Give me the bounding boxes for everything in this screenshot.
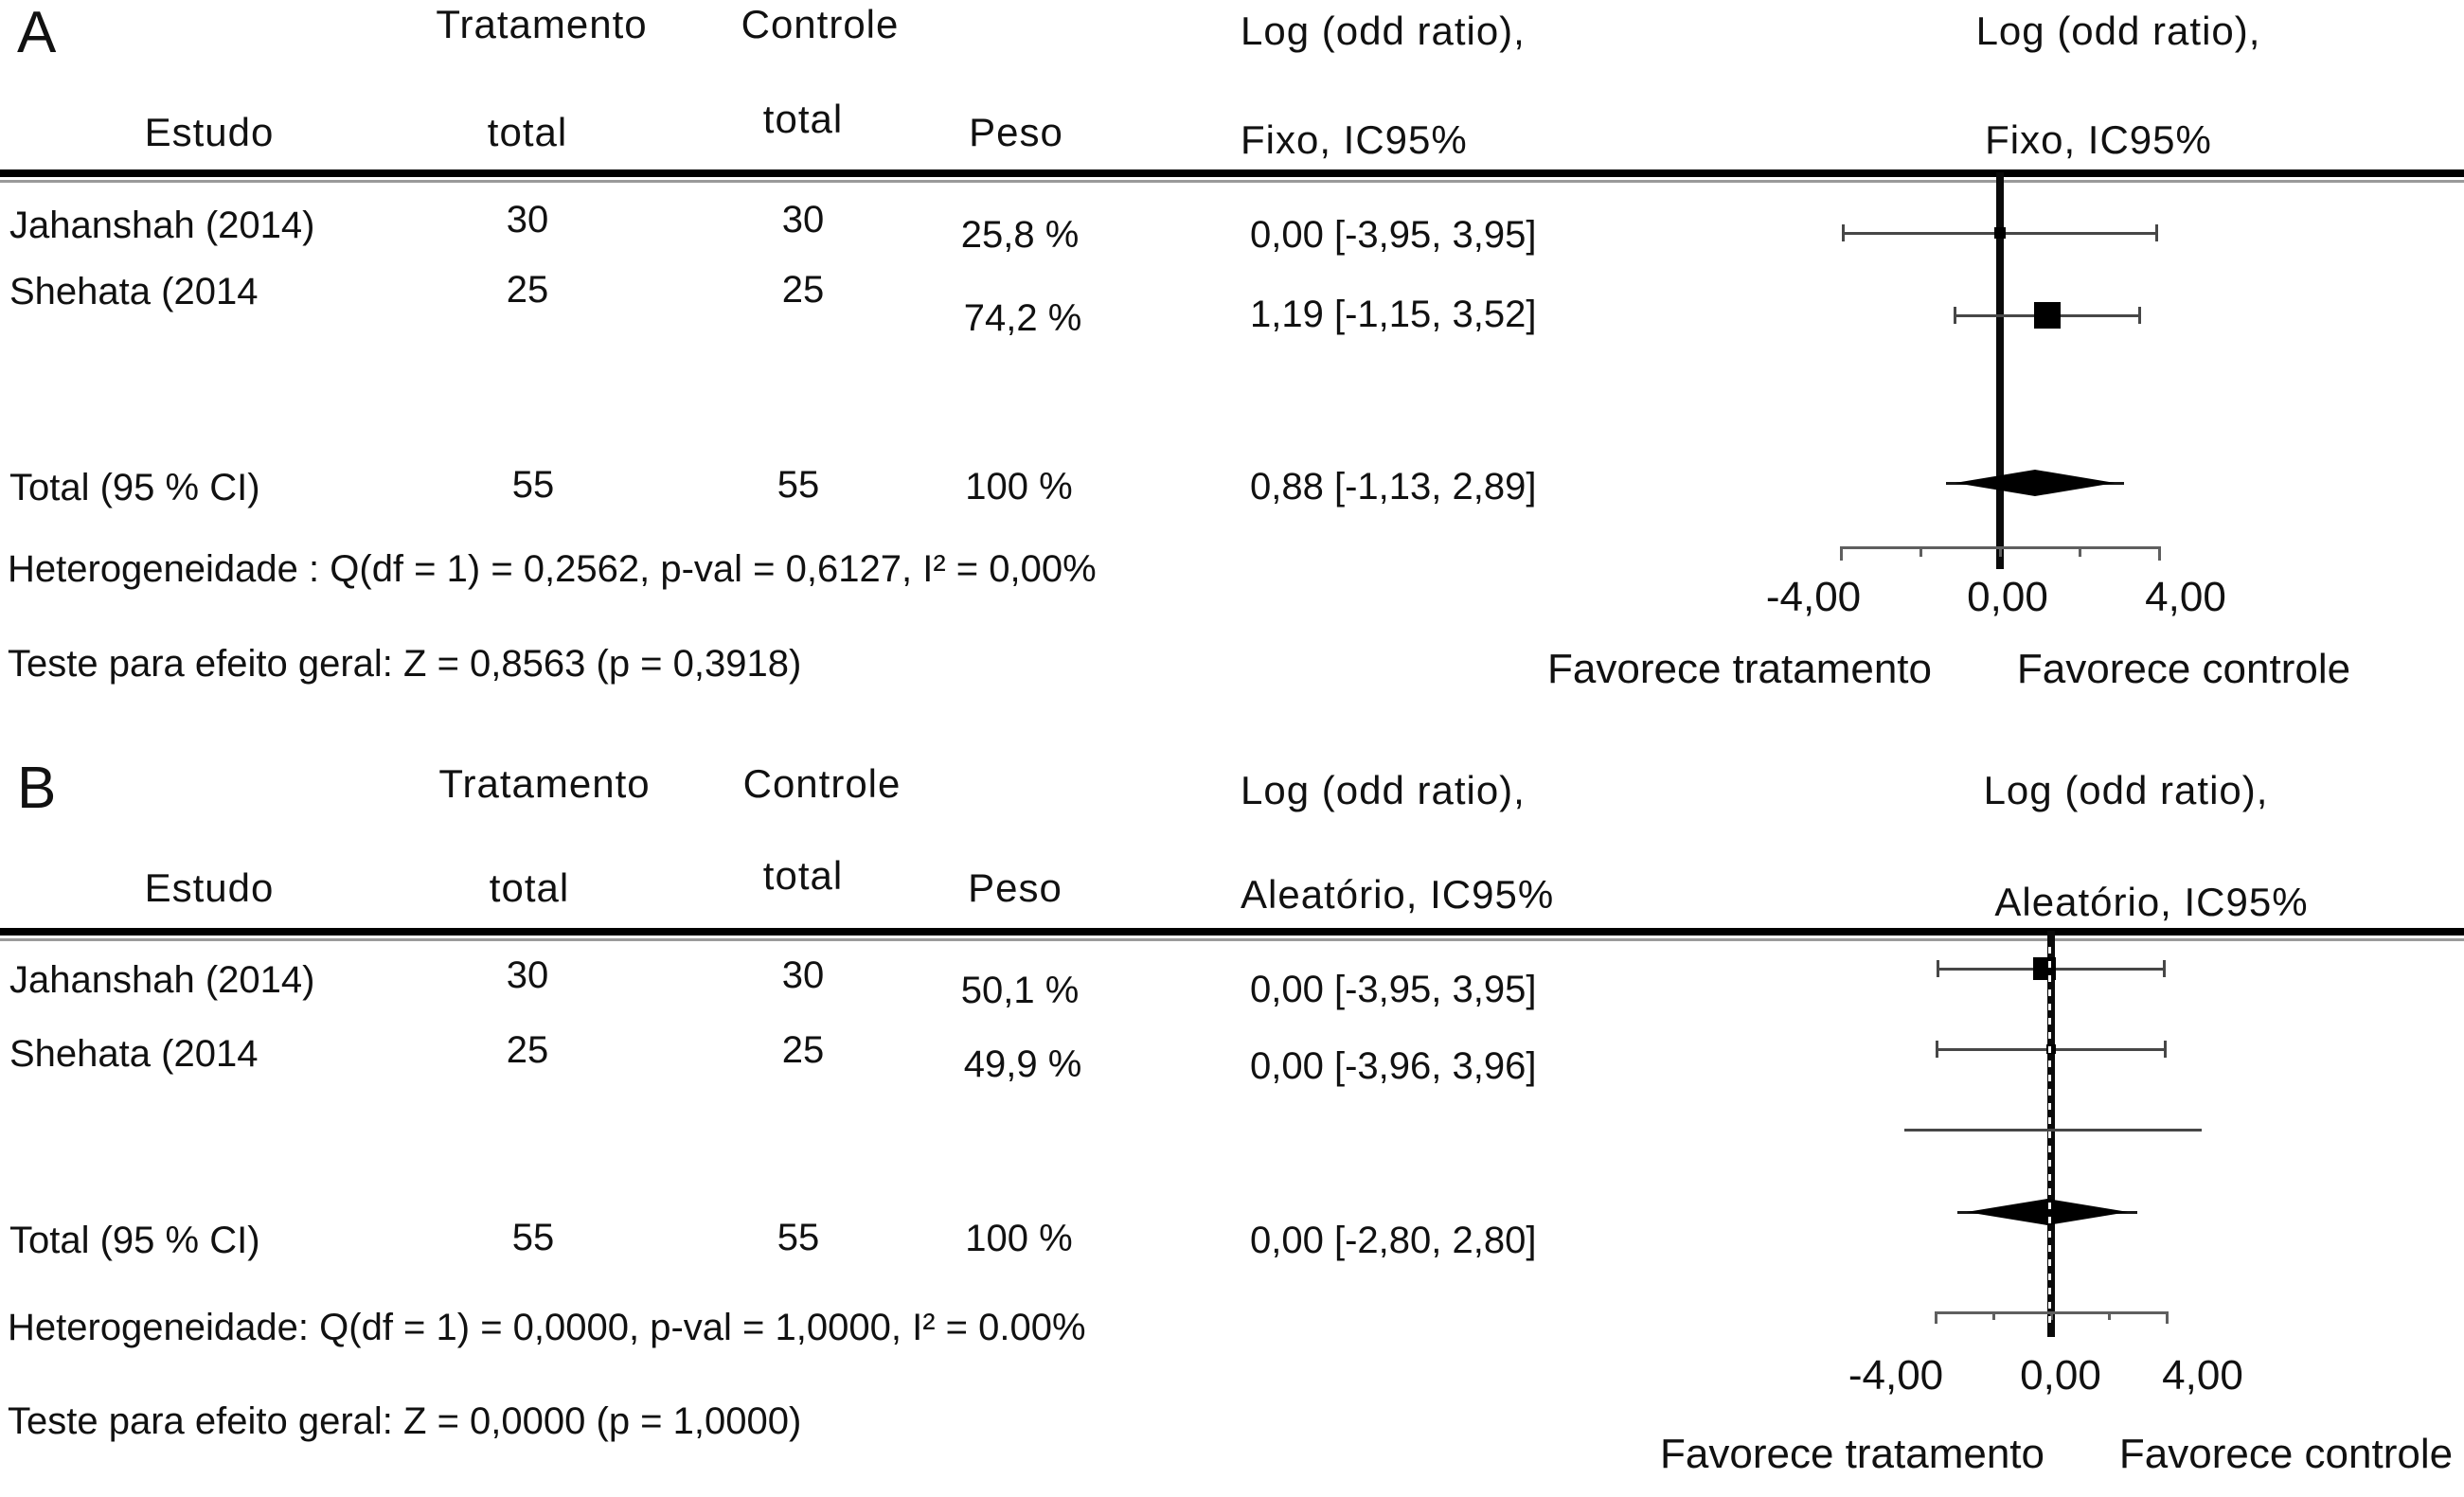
effect-square: [2046, 1044, 2056, 1054]
header-effect-line2-a: Fixo, IC95%: [1241, 117, 1468, 162]
ci-cap: [1936, 960, 1939, 977]
heterogeneity-text-b: Heterogeneidade: Q(df = 1) = 0,0000, p-v…: [8, 1307, 1086, 1348]
effect-value: 0,00 [-3,95, 3,95]: [1250, 214, 1537, 256]
header-control-group-b: Controle: [742, 761, 902, 806]
axis-tick: [2050, 1311, 2053, 1320]
effect-square: [1994, 227, 2006, 239]
ci-cap: [2154, 224, 2158, 241]
ci-cap: [1936, 1041, 1939, 1058]
total-row-label: Total (95 % CI): [9, 467, 260, 508]
control-total: 25: [781, 1029, 825, 1071]
header-rule-a: [0, 169, 2464, 177]
favor-right-label: Favorece controle: [2016, 646, 2351, 692]
weight-value: 25,8 %: [960, 214, 1080, 256]
effect-value: 0,00 [-3,96, 3,96]: [1250, 1045, 1537, 1087]
plot-header-line1-a: Log (odd ratio),: [1975, 9, 2261, 53]
control-total: 25: [781, 269, 825, 311]
axis-tick: [1840, 546, 1843, 561]
panel-a-label: A: [17, 0, 57, 65]
treat-total: 25: [506, 1029, 549, 1071]
study-name: Jahanshah (2014): [9, 205, 315, 246]
pooled-diamond: [1966, 1199, 2129, 1225]
study-name: Shehata (2014: [9, 271, 259, 312]
header-control-total-a: total: [762, 97, 844, 141]
treat-total: 25: [506, 269, 549, 311]
control-total: 30: [781, 199, 825, 241]
axis-tick-label: 0,00: [2020, 1352, 2101, 1399]
header-rule-shadow-b: [0, 938, 2464, 941]
effect-square: [2033, 957, 2056, 980]
pooled-dashed-line: [2048, 947, 2051, 1330]
header-treatment-total-b: total: [489, 865, 570, 910]
total-treat: 55: [511, 1217, 555, 1258]
header-study-a: Estudo: [144, 110, 275, 154]
total-weight: 100 %: [965, 1218, 1073, 1259]
favor-left-label: Favorece tratamento: [1547, 646, 1932, 692]
header-effect-line1-b: Log (odd ratio),: [1241, 768, 1526, 812]
pooled-diamond: [1955, 470, 2116, 496]
total-weight: 100 %: [965, 466, 1073, 508]
total-control: 55: [777, 1217, 820, 1258]
header-effect-line2-b: Aleatório, IC95%: [1241, 872, 1555, 917]
total-effect: 0,88 [-1,13, 2,89]: [1250, 466, 1537, 508]
header-weight-a: Peso: [969, 110, 1063, 154]
weight-value: 49,9 %: [963, 1043, 1082, 1085]
header-weight-b: Peso: [968, 865, 1062, 910]
axis-tick-label: -4,00: [1765, 574, 1862, 620]
axis-tick-label: 4,00: [2145, 574, 2226, 620]
header-control-group-a: Controle: [741, 2, 900, 46]
axis-tick: [1919, 546, 1922, 557]
ci-cap: [2163, 1041, 2167, 1058]
overall-test-text-a: Teste para efeito geral: Z = 0,8563 (p =…: [8, 643, 802, 685]
axis-tick: [1999, 546, 2002, 557]
ci-cap: [1953, 307, 1956, 324]
header-study-b: Estudo: [144, 865, 275, 910]
effect-square: [2033, 302, 2061, 329]
axis-tick-label: 0,00: [1967, 574, 2048, 620]
effect-value: 1,19 [-1,15, 3,52]: [1250, 294, 1537, 335]
control-total: 30: [781, 954, 825, 996]
axis-tick: [2079, 546, 2081, 557]
header-effect-line1-a: Log (odd ratio),: [1241, 9, 1526, 53]
total-treat: 55: [511, 464, 555, 506]
ci-cap: [2163, 960, 2167, 977]
axis-tick: [2166, 1311, 2169, 1324]
total-effect: 0,00 [-2,80, 2,80]: [1250, 1220, 1537, 1261]
total-row-label: Total (95 % CI): [9, 1220, 260, 1261]
unlabeled-ci-line: [1904, 1129, 2202, 1132]
axis-tick: [1935, 1311, 1937, 1324]
plot-header-line2-a: Fixo, IC95%: [1985, 117, 2212, 162]
zero-line: [1996, 172, 2004, 569]
axis-tick-label: 4,00: [2162, 1352, 2243, 1399]
weight-value: 74,2 %: [963, 297, 1082, 339]
effect-value: 0,00 [-3,95, 3,95]: [1250, 969, 1537, 1010]
zero-line: [2047, 931, 2055, 1337]
treat-total: 30: [506, 199, 549, 241]
favor-left-label: Favorece tratamento: [1660, 1431, 2044, 1477]
study-name: Jahanshah (2014): [9, 959, 315, 1001]
ci-cap: [2137, 307, 2141, 324]
weight-value: 50,1 %: [960, 970, 1080, 1011]
header-treatment-group-b: Tratamento: [438, 761, 651, 806]
plot-header-line2-b: Aleatório, IC95%: [1994, 880, 2309, 924]
panel-b-label: B: [17, 756, 57, 821]
header-rule-b: [0, 928, 2464, 936]
header-rule-shadow-a: [0, 180, 2464, 183]
header-treatment-group-a: Tratamento: [436, 2, 648, 46]
study-name: Shehata (2014: [9, 1033, 259, 1075]
axis-tick: [1992, 1311, 1995, 1320]
header-control-total-b: total: [762, 853, 844, 898]
axis-tick-label: -4,00: [1848, 1352, 1944, 1399]
overall-test-text-b: Teste para efeito geral: Z = 0,0000 (p =…: [8, 1400, 802, 1442]
total-control: 55: [777, 464, 820, 506]
heterogeneity-text-a: Heterogeneidade : Q(df = 1) = 0,2562, p-…: [8, 548, 1097, 590]
treat-total: 30: [506, 954, 549, 996]
plot-header-line1-b: Log (odd ratio),: [1983, 768, 2269, 812]
favor-right-label: Favorece controle: [2118, 1431, 2454, 1477]
ci-cap: [1842, 224, 1846, 241]
axis-tick: [2158, 546, 2161, 561]
header-treatment-total-a: total: [487, 110, 568, 154]
axis-tick: [2108, 1311, 2111, 1320]
